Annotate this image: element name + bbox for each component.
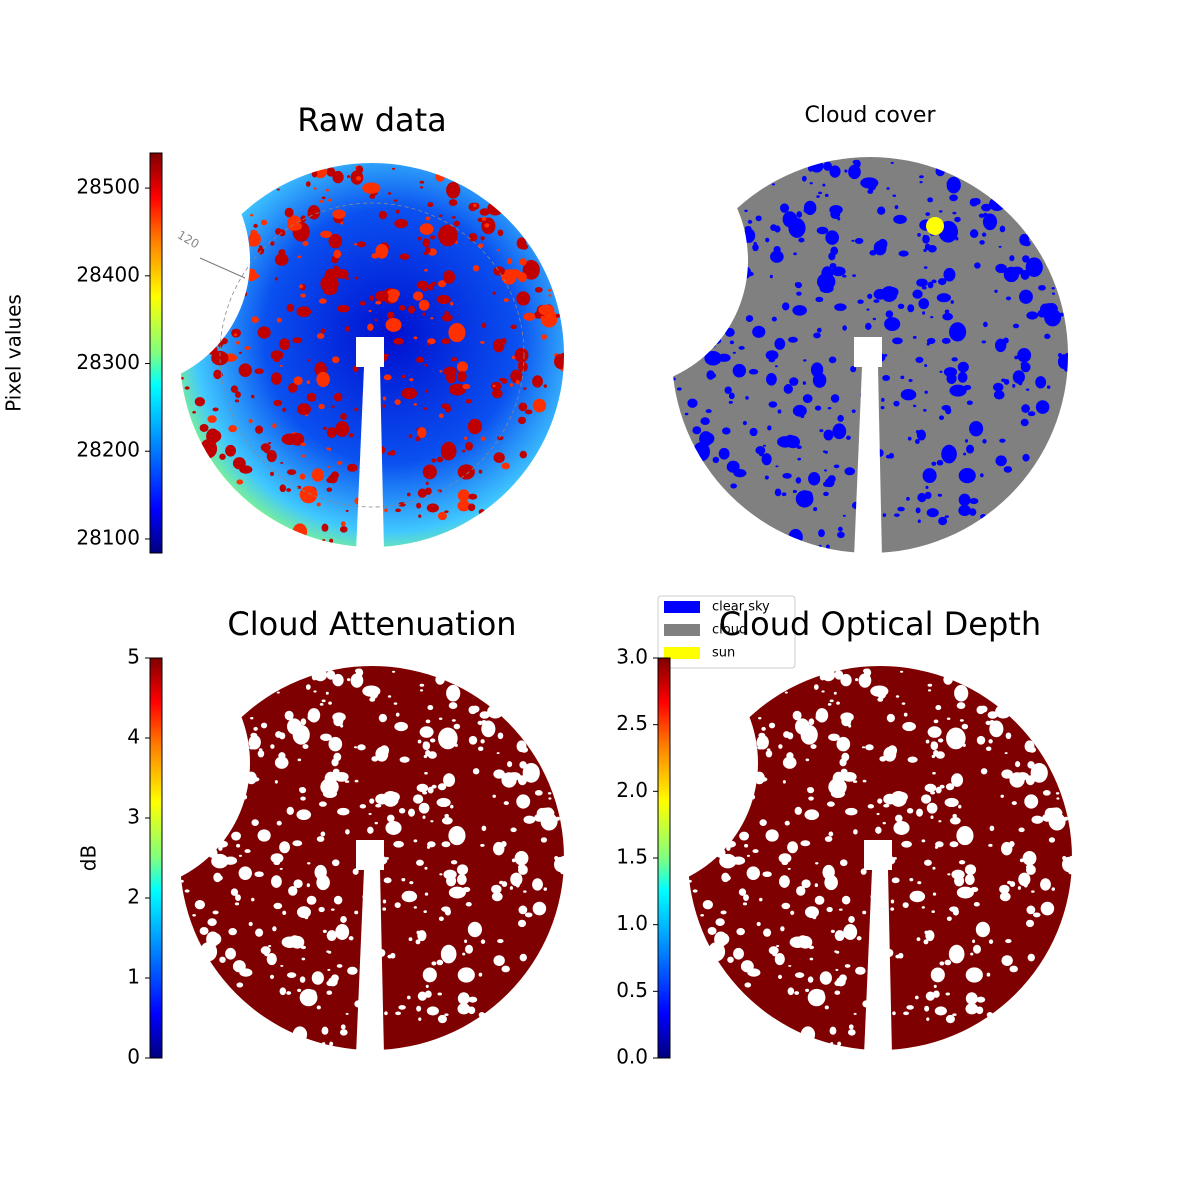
legend-label: cloud <box>712 623 747 638</box>
colorbar-tick-label: 28300 <box>76 350 140 374</box>
colorbar-tick-label: 4 <box>127 725 140 749</box>
polar-grid-line <box>199 257 246 279</box>
colorbar <box>657 657 671 1059</box>
colorbar-tick-label: 3 <box>127 805 140 829</box>
legend-swatch <box>664 624 700 636</box>
colorbar-tick-label: 28100 <box>76 525 140 549</box>
colorbar-tick-label: 0.5 <box>616 978 648 1002</box>
legend: clear sky cloud sun <box>657 595 796 669</box>
colorbar-tick-label: 2.5 <box>616 711 648 735</box>
panel: Raw data1202810028200283002840028500Pixe… <box>2 101 568 554</box>
legend-label: clear sky <box>712 600 770 615</box>
sky-image <box>177 666 568 1055</box>
sky-image <box>669 157 1072 558</box>
panel-title: Cloud cover <box>805 103 937 128</box>
sky-image <box>177 163 568 552</box>
sun-marker <box>926 217 944 235</box>
colorbar <box>149 152 163 554</box>
panel-title: Raw data <box>297 101 447 139</box>
panel: Cloud cover <box>669 103 1072 558</box>
colorbar-tick-label: 1.0 <box>616 911 648 935</box>
legend-swatch <box>664 647 700 659</box>
colorbar-tick-label: 3.0 <box>616 645 648 669</box>
colorbar-tick-label: 1.5 <box>616 845 648 869</box>
panel: Cloud Attenuation 0 1 2 3 4 5 dB <box>77 605 568 1069</box>
sky-image <box>685 666 1076 1055</box>
legend-swatch <box>664 601 700 613</box>
polar-grid-circle <box>219 202 525 508</box>
colorbar-tick-label: 28500 <box>76 175 140 199</box>
colorbar-label: dB <box>77 845 101 871</box>
panel-title: Cloud Optical Depth <box>719 605 1041 643</box>
colorbar-tick-label: 0 <box>127 1045 140 1069</box>
colorbar-tick-label: 0.0 <box>616 1045 648 1069</box>
panel: Cloud Optical Depth 0.0 0.5 1.0 1.5 2.0 2.5 3.0 <box>616 605 1076 1069</box>
panel-title: Cloud Attenuation <box>227 605 516 643</box>
colorbar-label: Pixel values <box>2 294 26 412</box>
colorbar-tick-label: 28400 <box>76 262 140 286</box>
colorbar-tick-label: 2 <box>127 885 140 909</box>
colorbar-tick-label: 5 <box>127 645 140 669</box>
colorbar <box>149 657 163 1059</box>
colorbar-tick-label: 2.0 <box>616 778 648 802</box>
legend-label: sun <box>712 646 735 661</box>
colorbar-tick-label: 1 <box>127 965 140 989</box>
colorbar-tick-label: 28200 <box>76 438 140 462</box>
